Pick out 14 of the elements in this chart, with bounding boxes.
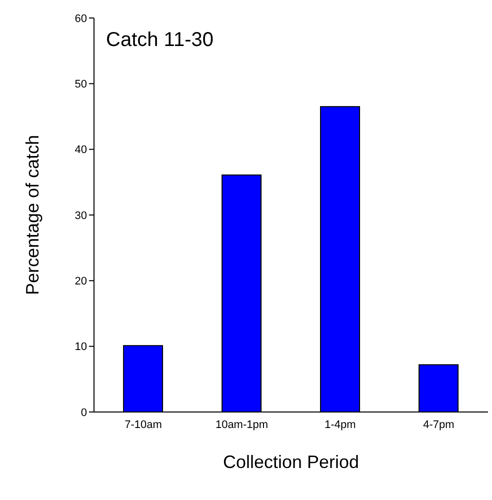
y-tick-label: 50: [74, 78, 87, 91]
x-tick-label: 7-10am: [124, 418, 162, 431]
y-tick-label: 40: [74, 144, 87, 156]
y-tick-label: 30: [74, 210, 87, 222]
text: Catch 11-30: [106, 29, 214, 51]
y-tick-label: 20: [74, 276, 87, 288]
y-tick-label: 0: [80, 406, 87, 419]
y-axis-title: Percentage of catch: [22, 134, 42, 296]
x-axis-title: Collection Period: [222, 452, 360, 472]
y-tick-label: 10: [74, 341, 87, 354]
x-tick-label: 10am-1pm: [215, 418, 268, 431]
y-tick-label: 60: [74, 12, 87, 25]
x-tick-label: 4-7pm: [423, 418, 454, 431]
x-tick-label: 1-4pm: [324, 418, 356, 431]
